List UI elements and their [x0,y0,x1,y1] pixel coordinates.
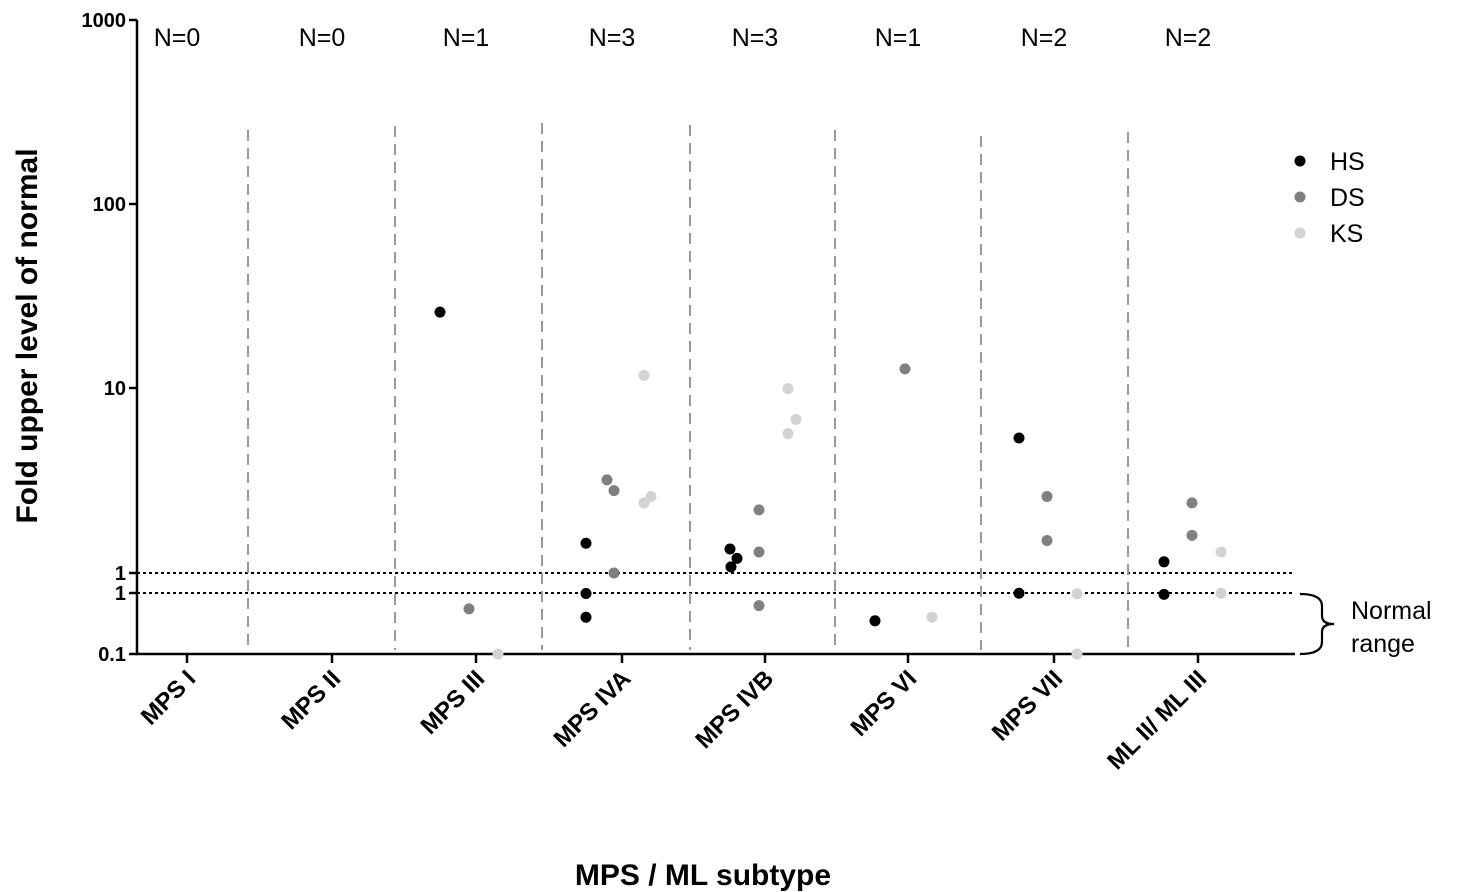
x-category-label: MPS VII [987,665,1068,746]
point-ks [638,497,650,509]
x-category-label: MPS II [276,665,346,735]
x-category-label: ML II/ ML III [1102,665,1212,775]
n-count-label: N=3 [732,24,779,52]
y-tick-label: 1 [115,583,126,605]
x-category-label: MPS IVA [549,665,637,753]
normal-range-brace [1299,592,1335,656]
n-count-label: N=0 [154,24,201,52]
y-tick-label: 100 [93,194,126,216]
point-ds [753,504,765,516]
point-ks [1071,588,1083,600]
legend-marker-hs [1294,155,1306,167]
y-tick-label: 1000 [82,10,127,32]
point-hs [580,588,592,600]
x-axis-title: MPS / ML subtype [575,859,831,892]
x-category-label: MPS VI [846,665,923,742]
y-axis-title: Fold upper level of normal [11,148,44,523]
point-hs [1013,432,1025,444]
point-ks [492,648,504,660]
n-count-label: N=1 [443,24,490,52]
legend-label-ks: KS [1330,220,1363,248]
point-hs [869,615,881,627]
legend-label-ds: DS [1330,184,1365,212]
point-ds [608,567,620,579]
point-ds [1186,529,1198,541]
point-ks [790,414,802,426]
n-count-label: N=0 [299,24,346,52]
point-hs [580,611,592,623]
y-tick-label: 10 [104,378,126,400]
n-count-label: N=2 [1165,24,1212,52]
point-hs [1013,587,1025,599]
x-category-label: MPS IVB [690,665,779,754]
point-ds [753,546,765,558]
point-ds [1186,497,1198,509]
n-count-label: N=2 [1021,24,1068,52]
point-ks [638,369,650,381]
normal-range-label-line1: Normal [1351,597,1432,625]
point-ds [463,603,475,615]
point-ds [1041,535,1053,547]
y-tick-label: 0.1 [98,644,126,666]
n-count-label: N=3 [589,24,636,52]
point-ds [608,485,620,497]
point-hs [434,306,446,318]
point-ks [645,491,657,503]
point-ds [1041,491,1053,503]
point-hs [580,537,592,549]
normal-range-label-line2: range [1351,630,1415,658]
x-category-label: MPS III [416,665,491,740]
point-ds [899,363,911,375]
point-ds [753,600,765,612]
y-tick-label: 1 [115,563,126,585]
point-hs [731,552,743,564]
point-ks [782,383,794,395]
point-ds [601,474,613,486]
x-category-label: MPS I [136,665,201,730]
point-ks [782,428,794,440]
point-ks [1215,587,1227,599]
legend-label-hs: HS [1330,148,1365,176]
point-ks [1071,648,1083,660]
point-hs [724,543,736,555]
point-hs [725,561,737,573]
n-count-label: N=1 [875,24,922,52]
legend-marker-ks [1294,227,1306,239]
point-hs [1158,556,1170,568]
point-ks [1215,546,1227,558]
legend-marker-ds [1294,191,1306,203]
point-hs [1158,588,1170,600]
point-ks [926,611,938,623]
